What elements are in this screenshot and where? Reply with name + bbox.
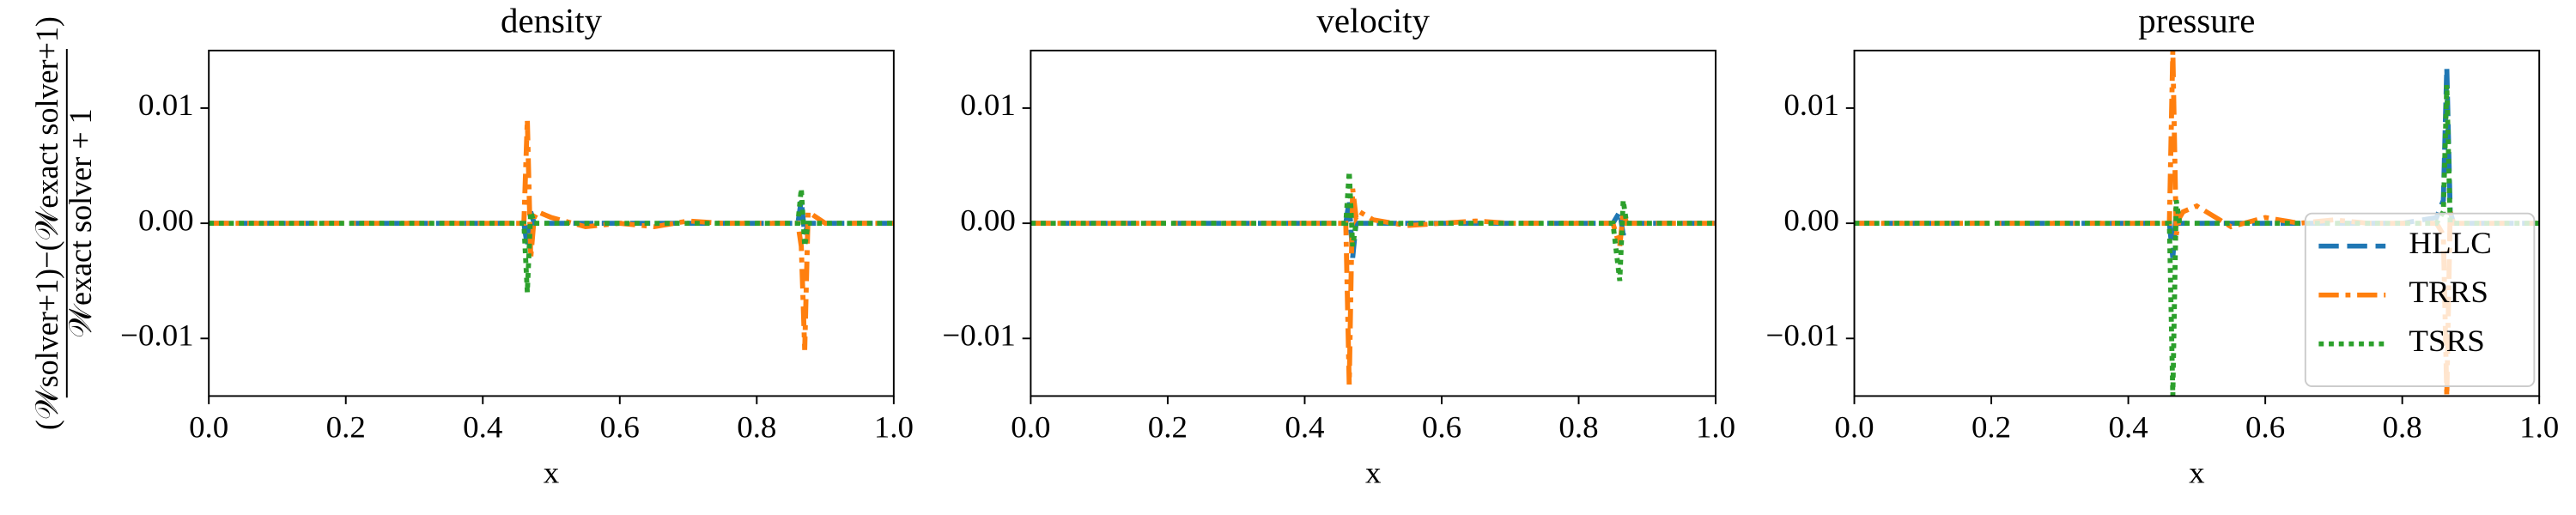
series-line [209,119,894,350]
x-axis-label: x [2189,455,2204,489]
legend-label: TRRS [2409,274,2488,308]
x-tick-label: 1.0 [2519,409,2559,444]
plot-frame [208,49,895,397]
chart-title: velocity [1316,2,1430,39]
y-label-denominator: 𝒲exact solver + 1 [62,108,97,337]
x-tick-label: 0.0 [1011,409,1050,444]
y-tick-label: 0.01 [1783,88,1839,122]
x-tick-label: 0.6 [2245,409,2285,444]
y-tick-label: 0.01 [138,88,194,122]
x-tick-label: 0.8 [1558,409,1598,444]
chart-title: pressure [2138,2,2255,39]
chart-title: density [501,2,603,39]
series-line [1030,188,1716,385]
y-tick-label: −0.01 [120,318,194,352]
x-tick-label: 0.8 [2383,409,2422,444]
series-line [209,188,894,293]
y-label-numerator: (𝒲solver+1)−(𝒲exact solver+1) [28,16,64,430]
series-line [1030,171,1716,282]
plot-frame [1853,49,2541,397]
y-tick-label: 0.00 [138,203,194,237]
x-axis-label: x [544,455,559,489]
x-tick-label: 0.4 [463,409,502,444]
x-axis-label: x [1365,455,1381,489]
legend-label: HLLC [2409,225,2491,259]
x-tick-label: 0.8 [737,409,776,444]
x-tick-label: 0.2 [1971,409,2011,444]
y-tick-label: 0.00 [1783,203,1839,237]
y-tick-label: 0.00 [960,203,1016,237]
x-tick-label: 0.0 [189,409,228,444]
legend-label: TSRS [2409,323,2484,357]
x-tick-label: 0.4 [2108,409,2148,444]
y-tick-label: −0.01 [942,318,1016,352]
x-tick-label: 0.4 [1285,409,1324,444]
x-tick-label: 1.0 [1696,409,1735,444]
x-tick-label: 1.0 [874,409,914,444]
series-line [1854,85,2540,397]
x-tick-label: 0.6 [600,409,640,444]
x-tick-label: 0.0 [1834,409,1874,444]
y-tick-label: 0.01 [960,88,1016,122]
x-tick-label: 0.6 [1422,409,1461,444]
plot-frame [1030,49,1717,397]
y-tick-label: −0.01 [1766,318,1840,352]
x-tick-label: 0.2 [1148,409,1188,444]
x-tick-label: 0.2 [326,409,366,444]
